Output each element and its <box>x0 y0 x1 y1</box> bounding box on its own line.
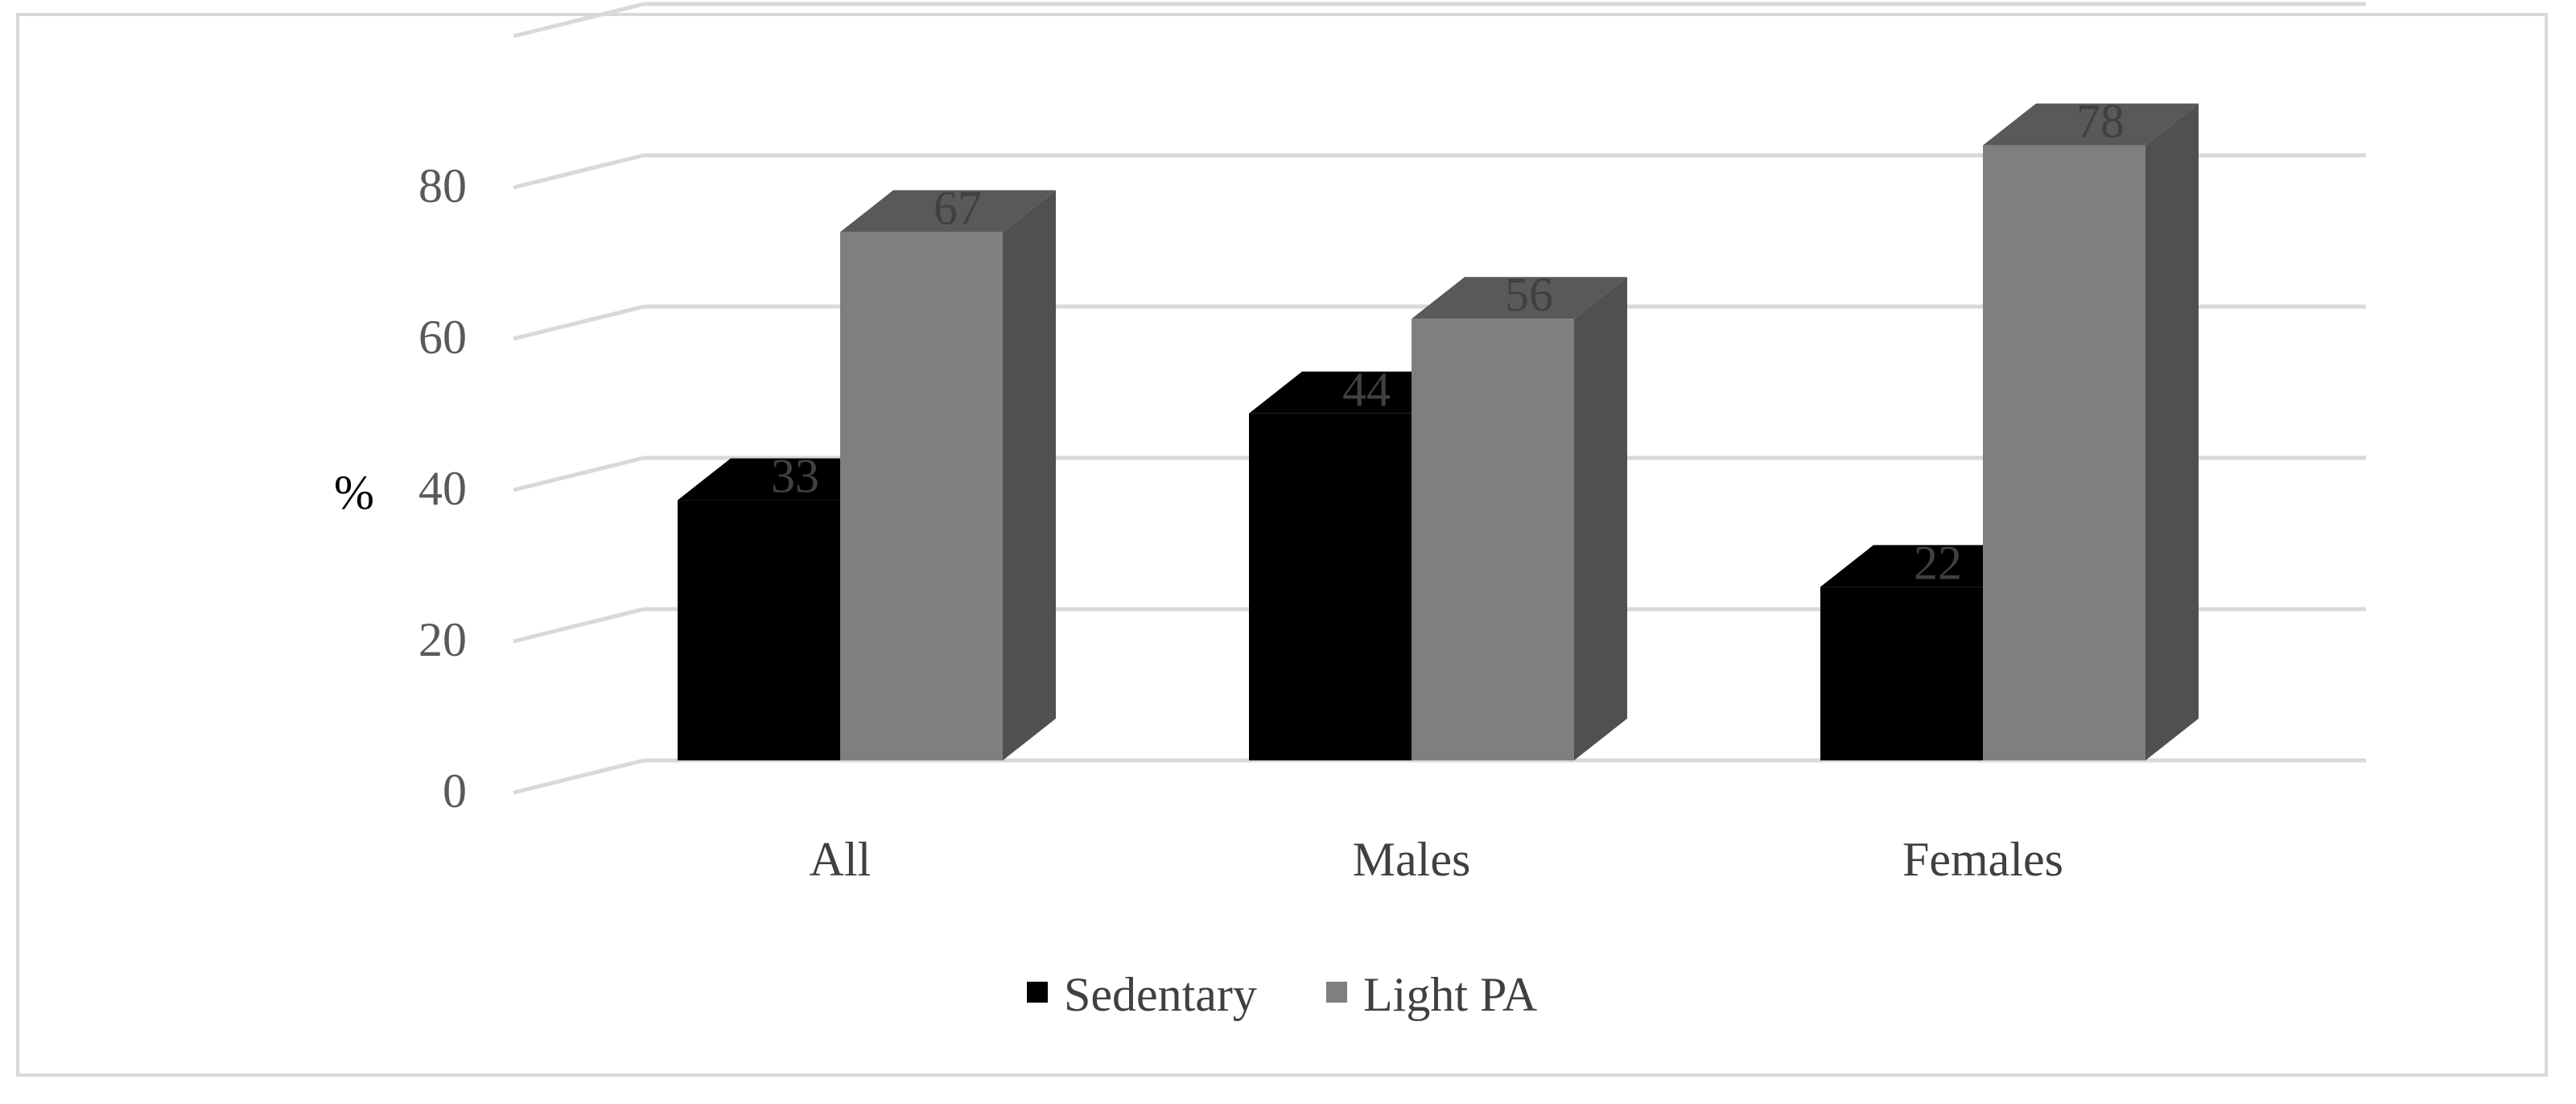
data-label: 33 <box>771 450 819 503</box>
bar-side <box>1003 190 1056 760</box>
y-axis-label: % <box>334 466 374 519</box>
data-label: 56 <box>1505 268 1553 321</box>
bar-top <box>1412 277 1627 319</box>
x-category-label: Females <box>1902 833 2063 886</box>
bar-top <box>840 190 1056 233</box>
y-tick-label: 20 <box>418 613 467 666</box>
bar-light-pa <box>1983 103 2199 761</box>
y-tick-label: 0 <box>443 764 467 818</box>
bar-front <box>1249 413 1412 760</box>
gridline-diagonal <box>513 455 645 492</box>
gridline-diagonal <box>513 2 645 39</box>
y-axis-ticks: 0 20 40 60 80 <box>418 159 467 818</box>
x-axis-categories: All Males Females <box>810 833 2063 886</box>
y-tick-label: 80 <box>418 159 467 212</box>
legend-swatch-sedentary <box>1027 982 1048 1003</box>
data-labels: 33 67 44 56 22 78 <box>771 95 2125 590</box>
bar-top <box>1983 103 2199 146</box>
bar-front <box>1983 145 2145 761</box>
bar-side <box>1574 277 1627 760</box>
bar-front <box>1820 587 1983 760</box>
bars <box>678 103 2199 761</box>
x-category-label: All <box>810 833 872 886</box>
y-tick-label: 60 <box>418 311 467 364</box>
legend-label-sedentary: Sedentary <box>1064 968 1257 1021</box>
gridline-diagonal <box>513 607 645 644</box>
bar-front <box>840 232 1003 760</box>
data-label: 67 <box>934 181 982 234</box>
bar-light-pa <box>840 190 1056 760</box>
data-label: 44 <box>1342 363 1391 416</box>
gridline-diagonal <box>513 153 645 190</box>
legend-swatch-light-pa <box>1326 982 1347 1003</box>
y-tick-label: 40 <box>418 462 467 515</box>
legend-label-light-pa: Light PA <box>1363 968 1537 1021</box>
bar-top <box>1820 545 2036 587</box>
bar-front <box>1412 319 1574 760</box>
data-label: 22 <box>1914 536 1962 589</box>
bar-side <box>2145 103 2199 761</box>
legend: Sedentary Light PA <box>1027 968 1537 1021</box>
bar-front <box>678 500 840 760</box>
gridline-diagonal <box>513 758 645 795</box>
gridline-diagonal <box>513 304 645 341</box>
bar-light-pa <box>1412 277 1627 760</box>
x-category-label: Males <box>1353 833 1471 886</box>
data-label: 78 <box>2076 95 2125 148</box>
bar-top <box>1249 371 1465 414</box>
bar-top <box>678 458 893 501</box>
